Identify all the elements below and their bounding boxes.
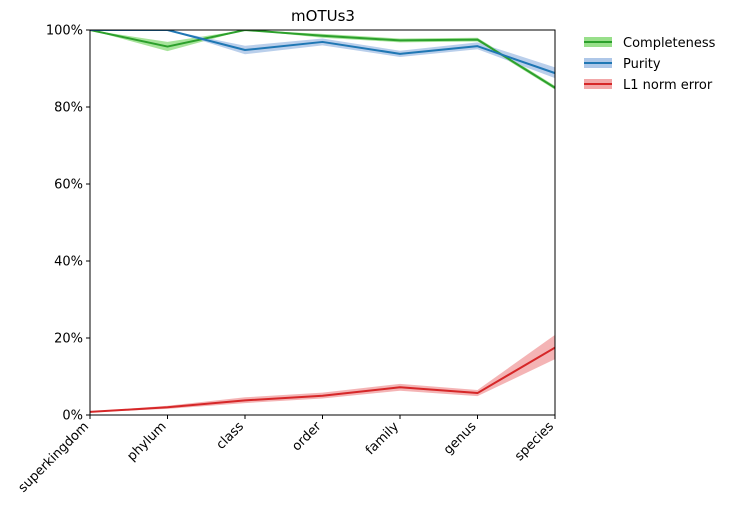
legend-label: Purity: [623, 57, 661, 72]
x-tick-label: species: [512, 419, 557, 464]
confidence-bands: [90, 30, 555, 413]
x-tick-label: phylum: [124, 419, 169, 464]
x-tick-label: class: [214, 419, 248, 453]
y-tick-label: 40%: [54, 255, 83, 270]
l1-norm-error-band: [90, 334, 555, 413]
purity-band: [90, 30, 555, 79]
y-tick-label: 20%: [54, 332, 83, 347]
x-tick-label: genus: [441, 419, 480, 458]
legend: Completeness Purity L1 norm error: [584, 36, 716, 93]
y-tick-label: 0%: [62, 409, 83, 424]
chart-title: mOTUs3: [291, 7, 355, 25]
x-axis: superkingdom phylum class order family genus s…: [16, 415, 557, 496]
legend-item-purity: Purity: [584, 57, 661, 72]
series-lines: [90, 30, 555, 413]
y-tick-label: 60%: [54, 178, 83, 193]
plot-frame: [89, 29, 556, 416]
y-axis: 0% 20% 40% 60% 80% 100%: [46, 24, 90, 424]
legend-item-completeness: Completeness: [584, 36, 716, 51]
x-tick-label: superkingdom: [16, 419, 92, 495]
y-tick-label: 80%: [54, 101, 83, 116]
y-tick-label: 100%: [46, 24, 83, 39]
legend-item-l1-norm-error: L1 norm error: [584, 78, 713, 93]
legend-label: L1 norm error: [623, 78, 713, 93]
legend-label: Completeness: [623, 36, 716, 51]
x-tick-label: family: [363, 419, 402, 458]
l1-norm-error-line: [90, 346, 555, 413]
x-tick-label: order: [289, 419, 325, 455]
